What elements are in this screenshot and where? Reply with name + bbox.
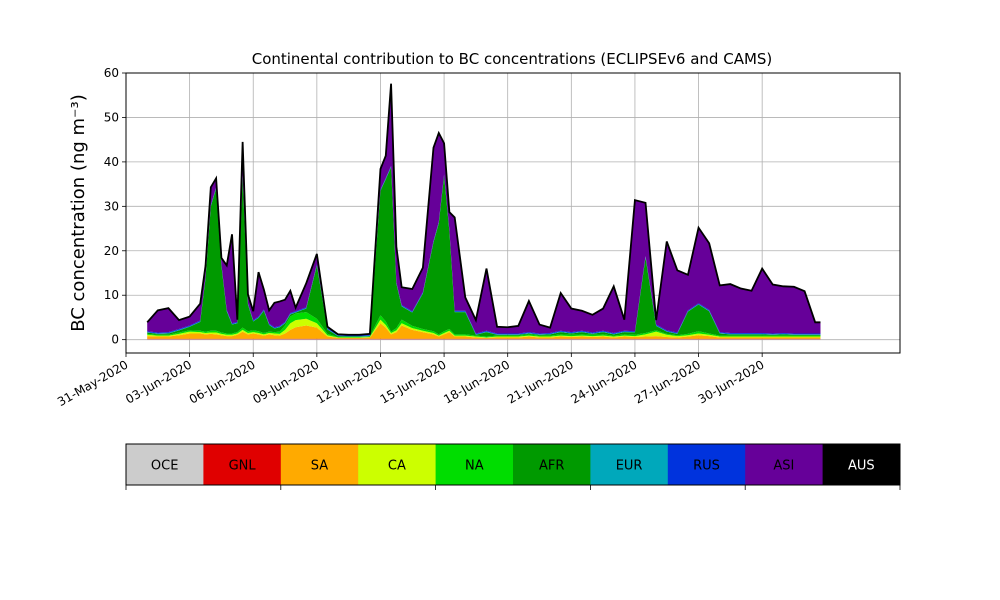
y-tick-label: 20 — [104, 244, 119, 258]
y-tick-label: 40 — [104, 155, 119, 169]
y-tick-label: 60 — [104, 66, 119, 80]
colorbar-swatch-oce — [126, 444, 204, 485]
colorbar-label-sa: SA — [311, 459, 328, 474]
colorbar-swatch-sa — [280, 444, 359, 485]
colorbar-label-eur: EUR — [616, 459, 643, 474]
colorbar-swatch-afr — [513, 444, 591, 485]
total-concentration-line — [146, 83, 821, 336]
colorbar-swatch-aus — [822, 444, 901, 485]
y-tick-label: 10 — [104, 288, 119, 302]
x-axis: 31-May-202003-Jun-202006-Jun-202009-Jun-… — [55, 353, 767, 409]
y-tick-label: 0 — [111, 333, 119, 347]
x-tick-label: 30-Jun-2020 — [696, 357, 767, 406]
area-series-sa — [147, 323, 821, 339]
x-tick-label: 27-Jun-2020 — [632, 357, 703, 406]
colorbar-swatch-asi — [745, 444, 824, 485]
colorbar-swatch-ca — [358, 444, 437, 485]
colorbar-swatch-gnl — [203, 444, 282, 485]
x-tick-label: 15-Jun-2020 — [378, 357, 449, 406]
area-series-ca — [147, 318, 821, 338]
colorbar-swatch-eur — [590, 444, 669, 485]
colorbar-swatch-rus — [667, 444, 746, 485]
area-series-afr — [147, 167, 821, 337]
x-tick-label: 21-Jun-2020 — [505, 357, 576, 406]
x-tick-label: 06-Jun-2020 — [187, 357, 258, 406]
plot-frame — [125, 72, 901, 354]
colorbar-label-aus: AUS — [848, 459, 875, 474]
y-tick-label: 50 — [104, 110, 119, 124]
colorbar-label-rus: RUS — [693, 459, 720, 474]
colorbar-label-ca: CA — [388, 459, 406, 474]
x-tick-label: 09-Jun-2020 — [250, 357, 321, 406]
x-tick-label: 31-May-2020 — [55, 357, 130, 409]
x-tick-label: 12-Jun-2020 — [314, 357, 385, 406]
region-colorbar: OCE GNL SA CA NA AFR EUR RUS ASI AUS — [125, 443, 901, 490]
colorbar-label-afr: AFR — [539, 459, 564, 474]
chart-title: Continental contribution to BC concentra… — [252, 50, 773, 68]
x-tick-label: 03-Jun-2020 — [123, 357, 194, 406]
y-axis: 0 10 20 30 40 50 60 — [104, 66, 126, 347]
colorbar-label-gnl: GNL — [229, 459, 257, 474]
x-tick-label: 24-Jun-2020 — [568, 357, 639, 406]
y-tick-label: 30 — [104, 199, 119, 213]
x-tick-label: 18-Jun-2020 — [441, 357, 512, 406]
colorbar-label-asi: ASI — [773, 459, 794, 474]
colorbar-swatch-na — [435, 444, 514, 485]
area-series-na — [147, 312, 821, 338]
y-axis-label: BC concentration (ng m⁻³) — [68, 94, 89, 332]
colorbar-frame — [125, 443, 901, 486]
colorbar-label-oce: OCE — [151, 459, 179, 474]
colorbar-label-na: NA — [465, 459, 484, 474]
